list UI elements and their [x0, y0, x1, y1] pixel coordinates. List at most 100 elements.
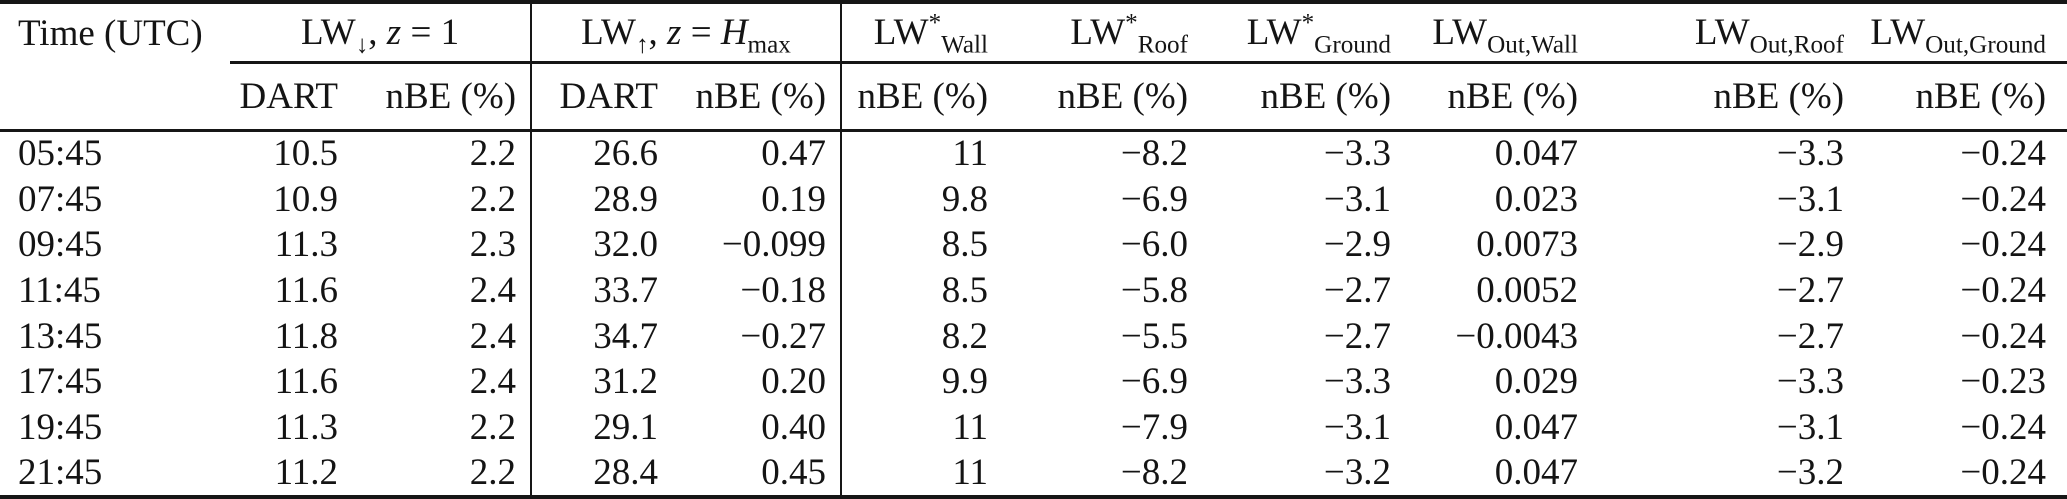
header-text-segment: H: [720, 11, 748, 53]
value-cell: −3.2: [1323, 452, 1392, 494]
header-text-segment: LW: [300, 11, 356, 53]
sub-header-nbe: nBE (%): [1592, 62, 1859, 132]
header-text-segment: *: [1125, 9, 1138, 37]
value-cell: 2.2: [352, 450, 533, 497]
value-cell: 0.40: [672, 404, 843, 451]
value-cell: −6.9: [1120, 361, 1189, 403]
table-row: 05:45 10.5 2.2 26.6 0.47 11 −8.2 −3.3 0.047 −3.3 −…: [0, 130, 2067, 177]
header-text-segment: ↓: [355, 31, 369, 59]
col-header-lw-up-zhmax: LW↑, z = Hmax: [531, 2, 843, 64]
header-text-segment: *: [928, 9, 942, 37]
value-cell: 0.0052: [1476, 269, 1579, 311]
sub-header-nbe: nBE (%): [1002, 62, 1203, 132]
value-cell: −2.7: [1776, 315, 1845, 357]
header-text-segment: max: [747, 31, 791, 59]
table-row: 11:45 11.6 2.4 33.7 −0.18 8.5 −5.8 −2.7 0.0052 −2…: [0, 267, 2067, 314]
col-header-lw-star-wall: LW*Wall: [841, 2, 1003, 64]
value-cell: 2.4: [352, 267, 533, 314]
col-header-time-utc: Time (UTC): [0, 2, 230, 62]
value-cell: −2.9: [1323, 224, 1392, 266]
sub-header-nbe: nBE (%): [1858, 62, 2067, 132]
value-cell: 0.45: [672, 450, 843, 497]
header-text-segment: LW: [1246, 11, 1302, 53]
value-cell: −0.23: [1960, 361, 2047, 403]
col-header-lw-down-z1: LW↓, z = 1: [230, 2, 533, 64]
col-header-lw-star-roof: LW*Roof: [1002, 2, 1203, 64]
value-cell: 0.023: [1494, 178, 1579, 220]
table-body: 05:45 10.5 2.2 26.6 0.47 11 −8.2 −3.3 0.047 −3.3−…: [0, 130, 2067, 497]
col-header-lw-out-roof: LWOut,Roof: [1592, 2, 1859, 64]
header-text-segment: *: [1301, 9, 1315, 37]
table-row: 19:45 11.3 2.2 29.1 0.40 11 −7.9 −3.1 0.047 −3.1 −…: [0, 404, 2067, 451]
value-cell: 0.047: [1494, 452, 1579, 494]
value-cell: 0.029: [1494, 361, 1579, 403]
time-cell: 13:45: [18, 315, 103, 357]
value-cell: 9.9: [941, 361, 989, 403]
value-cell: −0.24: [1960, 452, 2047, 494]
header-text-segment: Time (UTC): [18, 12, 203, 54]
header-text-segment: Out,Ground: [1925, 31, 2047, 59]
value-cell: −3.1: [1323, 406, 1392, 448]
value-cell: −3.1: [1323, 178, 1392, 220]
header-text-segment: LW: [581, 11, 636, 53]
header-text-segment: ,: [368, 11, 387, 53]
header-text-segment: LW: [1870, 11, 1926, 53]
header-text-segment: Wall: [941, 31, 989, 59]
value-cell: 2.3: [352, 221, 533, 268]
time-cell: 19:45: [18, 406, 103, 448]
value-cell: 2.4: [352, 313, 533, 359]
value-cell: −3.3: [1776, 361, 1845, 403]
value-cell: 8.2: [941, 315, 989, 357]
header-text-segment: LW: [1070, 11, 1126, 53]
value-cell: 10.5: [273, 133, 338, 175]
time-cell: 21:45: [18, 452, 103, 494]
value-cell: −0.24: [1960, 315, 2047, 357]
value-cell: −3.2: [1776, 452, 1845, 494]
header-text-segment: LW: [1432, 11, 1488, 53]
value-cell: 33.7: [593, 269, 659, 311]
header-text-segment: Roof: [1137, 31, 1189, 59]
sub-header-nbe: nBE (%): [672, 62, 843, 132]
header-text-segment: Out,Roof: [1749, 31, 1845, 59]
value-cell: −2.9: [1776, 224, 1845, 266]
time-cell: 17:45: [18, 361, 103, 403]
value-cell: 11.2: [274, 452, 338, 494]
table-row: 17:45 11.6 2.4 31.2 0.20 9.9 −6.9 −3.3 0.029 −3.3…: [0, 358, 2067, 405]
value-cell: 2.2: [352, 130, 533, 177]
value-cell: −0.27: [672, 313, 843, 359]
value-cell: 2.2: [352, 176, 533, 222]
value-cell: 11: [952, 406, 989, 448]
value-cell: 9.8: [941, 178, 989, 220]
value-cell: −6.9: [1120, 178, 1189, 220]
value-cell: 0.19: [672, 176, 843, 222]
header-text-segment: = 1: [401, 11, 460, 53]
table-row: 07:45 10.9 2.2 28.9 0.19 9.8 −6.9 −3.1 0.023 −3.1…: [0, 176, 2067, 222]
value-cell: 11.3: [274, 406, 338, 448]
sub-header-nbe: nBE (%): [841, 62, 1003, 132]
value-cell: 8.5: [941, 269, 989, 311]
value-cell: −0.18: [672, 267, 843, 314]
value-cell: −3.3: [1323, 361, 1392, 403]
value-cell: 28.4: [593, 452, 659, 494]
header-text-segment: LW: [873, 11, 929, 53]
value-cell: −3.3: [1776, 133, 1845, 175]
sub-header-nbe: nBE (%): [1202, 62, 1406, 132]
sub-header-row: DART nBE (%) DART nBE (%) nBE (%) nBE (%…: [0, 62, 2067, 132]
value-cell: 28.9: [593, 178, 659, 220]
time-cell: 07:45: [18, 178, 103, 220]
value-cell: −3.1: [1776, 178, 1845, 220]
table-header: Time (UTC) LW↓, z = 1 LW↑, z = Hmax LW*W…: [0, 2, 2067, 132]
value-cell: −8.2: [1120, 133, 1189, 175]
value-cell: 29.1: [593, 406, 659, 448]
value-cell: 32.0: [593, 224, 659, 266]
value-cell: −7.9: [1120, 406, 1189, 448]
value-cell: −6.0: [1120, 224, 1189, 266]
value-cell: 0.047: [1494, 133, 1579, 175]
value-cell: 0.20: [672, 358, 843, 405]
col-header-lw-out-ground: LWOut,Ground: [1858, 2, 2067, 64]
value-cell: 11.6: [274, 361, 338, 403]
sub-header-dart: DART: [531, 62, 673, 132]
value-cell: −0.24: [1960, 406, 2047, 448]
